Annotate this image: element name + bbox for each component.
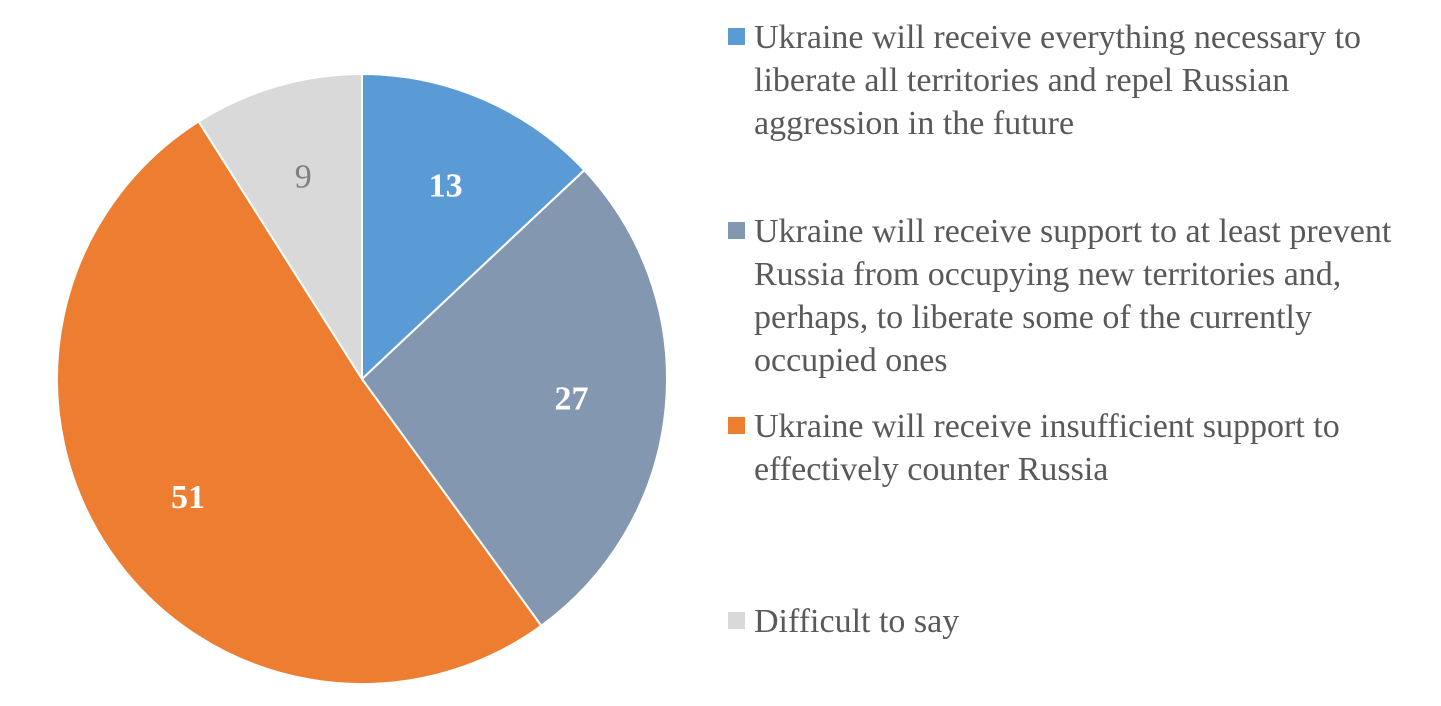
pie-slice-full-liberation [361,72,586,382]
legend-swatch-difficult-to-say [728,612,745,629]
data-label-insufficient-support: 51 [171,479,205,516]
legend-label-insufficient-support: Ukraine will receive insufficient suppor… [754,408,1340,488]
legend-swatch-insufficient-support [728,417,745,434]
pie-plot-area: 13 27 51 9 [56,72,668,685]
data-label-prevent-occupation: 27 [555,380,589,417]
legend-label-full-liberation: Ukraine will receive everything necessar… [754,19,1362,142]
legend: Ukraine will receive everything necessar… [728,0,1433,706]
pie-slice-insufficient-support [56,120,543,685]
legend-swatch-prevent-occupation [728,222,745,239]
data-label-difficult-to-say: 9 [295,158,312,195]
legend-label-prevent-occupation: Ukraine will receive support to at least… [754,213,1392,379]
legend-swatch-full-liberation [728,28,745,45]
legend-label-difficult-to-say: Difficult to say [754,603,960,640]
pie-slice-prevent-occupation [360,168,668,628]
data-label-full-liberation: 13 [429,167,463,204]
pie-slice-difficult-to-say [197,72,363,383]
